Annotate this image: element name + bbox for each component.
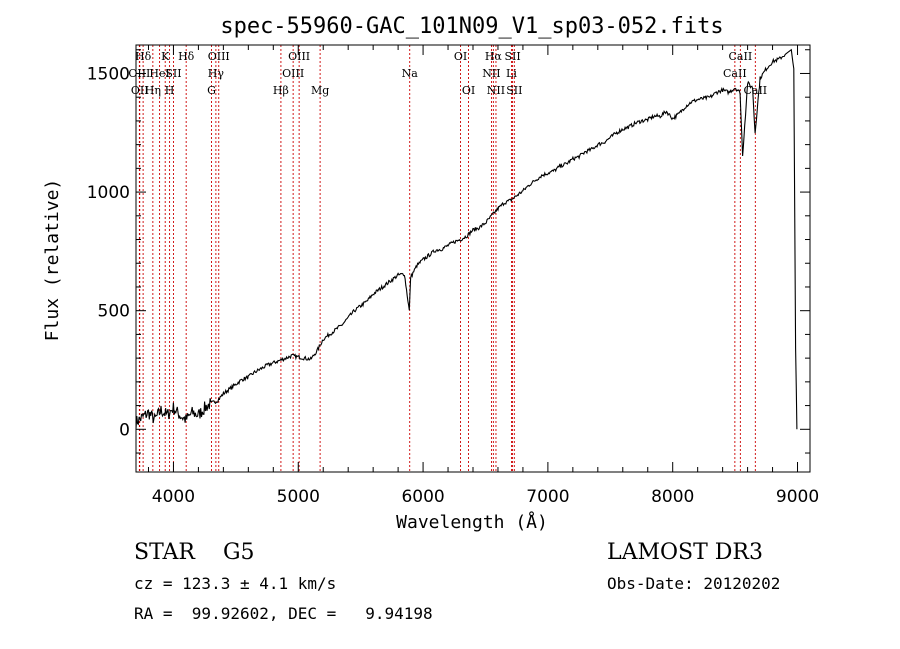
x-tick-label: 6000 <box>401 487 444 507</box>
plot-frame <box>135 44 811 473</box>
line-marker-label: G <box>207 84 216 97</box>
line-marker-label: SII <box>165 67 181 80</box>
line-marker-label: Mg <box>311 84 329 97</box>
line-marker-label: Hγ <box>208 67 225 80</box>
x-tick-label: 4000 <box>152 487 195 507</box>
line-marker-label: Hα <box>485 50 503 63</box>
ra-dec-coordinates: RA = 99.92602, DEC = 9.94198 <box>134 604 433 623</box>
x-axis-ticks: 4000 5000 6000 7000 8000 9000 <box>147 45 819 507</box>
y-tick-label: 1500 <box>87 64 130 84</box>
x-tick-label: 9000 <box>776 487 819 507</box>
survey-name: LAMOST DR3 <box>607 540 763 565</box>
line-marker-label: OIII <box>288 50 310 63</box>
x-tick-label: 5000 <box>277 487 320 507</box>
line-marker-label: CaII <box>743 84 767 97</box>
redshift-velocity: cz = 123.3 ± 4.1 km/s <box>134 574 337 593</box>
line-marker-label: CaII <box>729 50 753 63</box>
line-marker-label: OI <box>462 84 475 97</box>
x-tick-label: 8000 <box>651 487 694 507</box>
line-marker-label: Hδ <box>178 50 195 63</box>
line-marker-label: SII <box>506 84 522 97</box>
line-marker-label: Li <box>506 67 517 80</box>
y-axis-ticks: 0 500 1000 1500 <box>87 49 810 454</box>
line-marker-label: CaII <box>723 67 747 80</box>
y-tick-label: 0 <box>119 420 130 440</box>
line-marker-label: HeI <box>149 67 169 80</box>
line-marker-label: OIII <box>208 50 230 63</box>
line-marker-label: K <box>161 50 170 63</box>
line-marker-label: OIII <box>282 67 304 80</box>
line-marker-label: Na <box>402 67 419 80</box>
x-axis-label: Wavelength (Å) <box>396 511 548 533</box>
y-tick-label: 1000 <box>87 183 130 203</box>
object-class: STAR G5 <box>134 540 255 565</box>
observation-date: Obs-Date: 20120202 <box>607 574 781 593</box>
chart-title: spec-55960-GAC_101N09_V1_sp03-052.fits <box>220 14 723 39</box>
line-marker-label: NII <box>487 84 505 97</box>
line-marker-label: NII <box>482 67 500 80</box>
spectrum-series-line <box>135 48 798 430</box>
line-marker-label: H <box>165 84 175 97</box>
y-tick-label: 500 <box>98 302 130 322</box>
y-axis-label: Flux (relative) <box>42 179 63 342</box>
line-marker-label: Hβ <box>273 84 289 97</box>
line-marker-label: OI <box>454 50 467 63</box>
line-marker-label: SII <box>504 50 520 63</box>
line-marker-label: Hη <box>145 84 161 97</box>
line-marker-label: Hδ <box>135 50 152 63</box>
x-tick-label: 7000 <box>526 487 569 507</box>
spectral-line-markers <box>138 45 756 472</box>
line-marker-label: OII <box>131 84 149 97</box>
